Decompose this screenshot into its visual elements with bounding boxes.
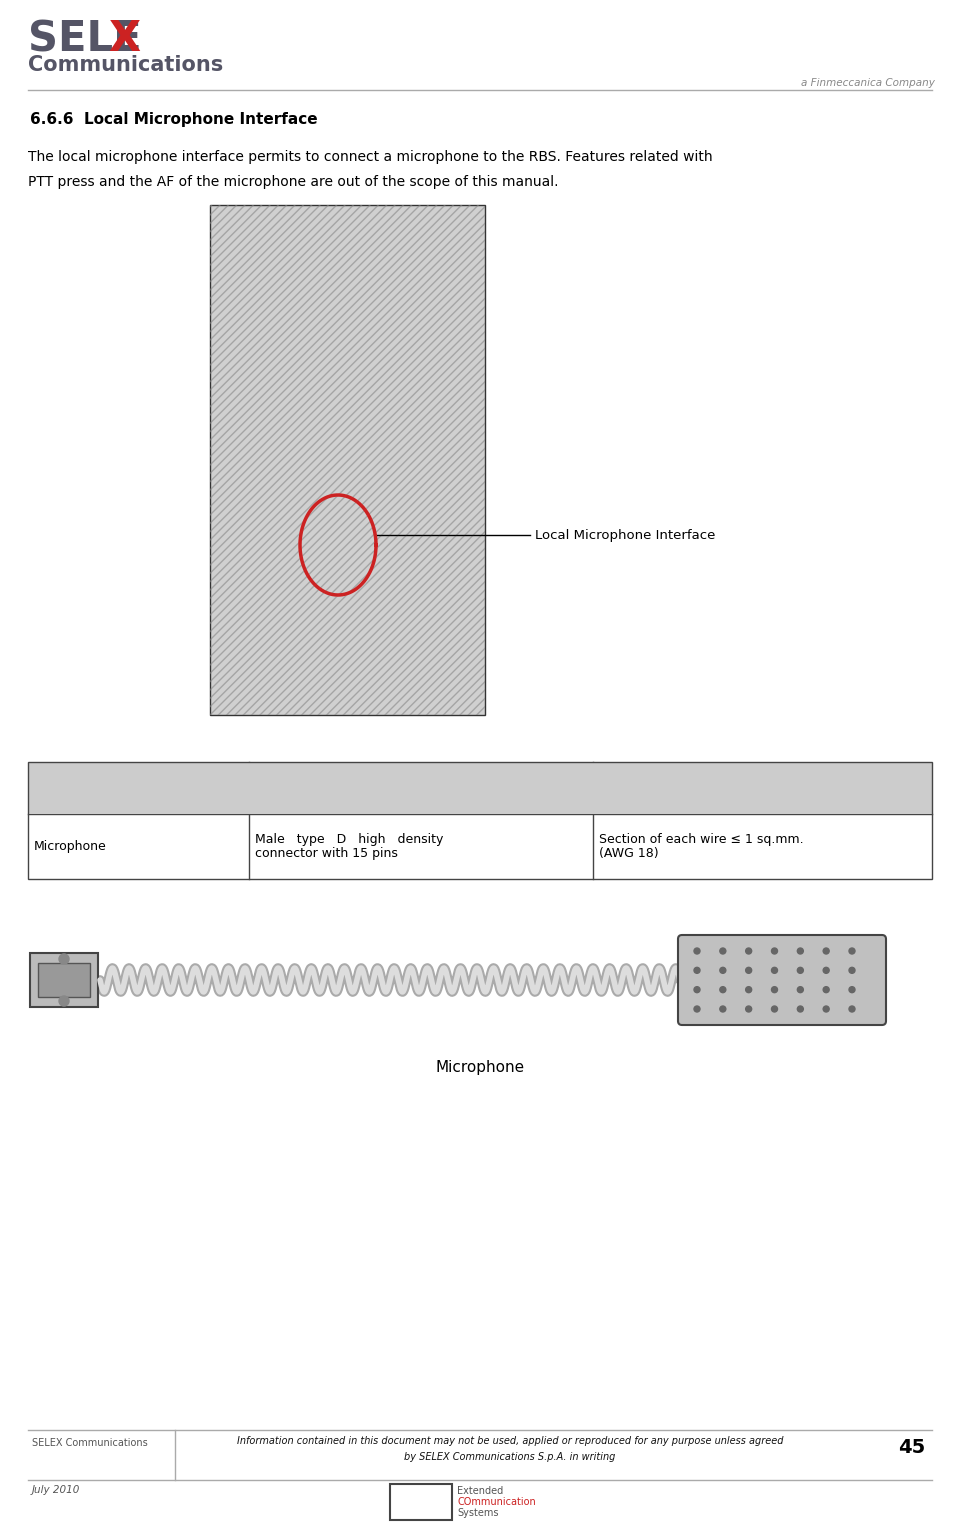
Text: Microphone: Microphone <box>436 1060 524 1075</box>
Text: ECOS: ECOS <box>398 1494 444 1510</box>
Text: Systems: Systems <box>457 1508 498 1517</box>
Circle shape <box>798 949 804 955</box>
Circle shape <box>772 967 778 973</box>
Bar <box>390 1484 452 1520</box>
Text: Local Microphone Interface: Local Microphone Interface <box>535 529 715 541</box>
Bar <box>38 962 90 997</box>
Circle shape <box>720 987 726 993</box>
Circle shape <box>59 955 69 964</box>
Circle shape <box>798 1006 804 1013</box>
Text: SELE: SELE <box>28 18 142 59</box>
Circle shape <box>849 1006 855 1013</box>
Text: 45: 45 <box>898 1438 925 1456</box>
Text: Communications: Communications <box>28 55 224 75</box>
Text: PTT press and the AF of the microphone are out of the scope of this manual.: PTT press and the AF of the microphone a… <box>28 175 559 189</box>
Circle shape <box>849 949 855 955</box>
Circle shape <box>694 987 700 993</box>
Circle shape <box>720 967 726 973</box>
Bar <box>28 762 932 878</box>
Text: Type of connector terminating
the cable: Type of connector terminating the cable <box>315 775 527 802</box>
Circle shape <box>746 987 752 993</box>
Text: Extended: Extended <box>457 1485 503 1496</box>
Circle shape <box>746 967 752 973</box>
Text: Type of cable/conductor: Type of cable/conductor <box>679 781 847 795</box>
Circle shape <box>823 949 829 955</box>
Text: Information contained in this document may not be used, applied or reproduced fo: Information contained in this document m… <box>237 1437 783 1446</box>
Circle shape <box>798 987 804 993</box>
Circle shape <box>823 987 829 993</box>
Text: a Finmeccanica Company: a Finmeccanica Company <box>802 78 935 88</box>
Text: Microphone: Microphone <box>34 840 107 852</box>
Bar <box>210 204 485 715</box>
Circle shape <box>59 996 69 1006</box>
Text: 6.6.6  Local Microphone Interface: 6.6.6 Local Microphone Interface <box>30 111 318 127</box>
Circle shape <box>772 987 778 993</box>
Circle shape <box>694 1006 700 1013</box>
Circle shape <box>798 967 804 973</box>
Circle shape <box>772 949 778 955</box>
Bar <box>210 204 485 715</box>
Circle shape <box>694 967 700 973</box>
FancyBboxPatch shape <box>678 935 886 1025</box>
Circle shape <box>849 987 855 993</box>
Text: Interconnecting points: Interconnecting points <box>60 781 218 795</box>
Circle shape <box>772 1006 778 1013</box>
Text: X: X <box>108 18 140 59</box>
Circle shape <box>746 949 752 955</box>
Text: July 2010: July 2010 <box>32 1485 81 1494</box>
Text: Male   type   D   high   density
connector with 15 pins: Male type D high density connector with … <box>255 833 444 860</box>
Circle shape <box>849 967 855 973</box>
Circle shape <box>746 1006 752 1013</box>
Text: The local microphone interface permits to connect a microphone to the RBS. Featu: The local microphone interface permits t… <box>28 149 712 165</box>
Circle shape <box>720 949 726 955</box>
Circle shape <box>823 967 829 973</box>
Circle shape <box>694 949 700 955</box>
Text: SELEX Communications: SELEX Communications <box>32 1438 148 1449</box>
Bar <box>30 953 98 1006</box>
Text: Section of each wire ≤ 1 sq.mm.
(AWG 18): Section of each wire ≤ 1 sq.mm. (AWG 18) <box>599 833 804 860</box>
Text: COmmunication: COmmunication <box>457 1498 536 1507</box>
Circle shape <box>720 1006 726 1013</box>
Circle shape <box>823 1006 829 1013</box>
Text: by SELEX Communications S.p.A. in writing: by SELEX Communications S.p.A. in writin… <box>404 1452 615 1462</box>
Bar <box>28 762 932 814</box>
